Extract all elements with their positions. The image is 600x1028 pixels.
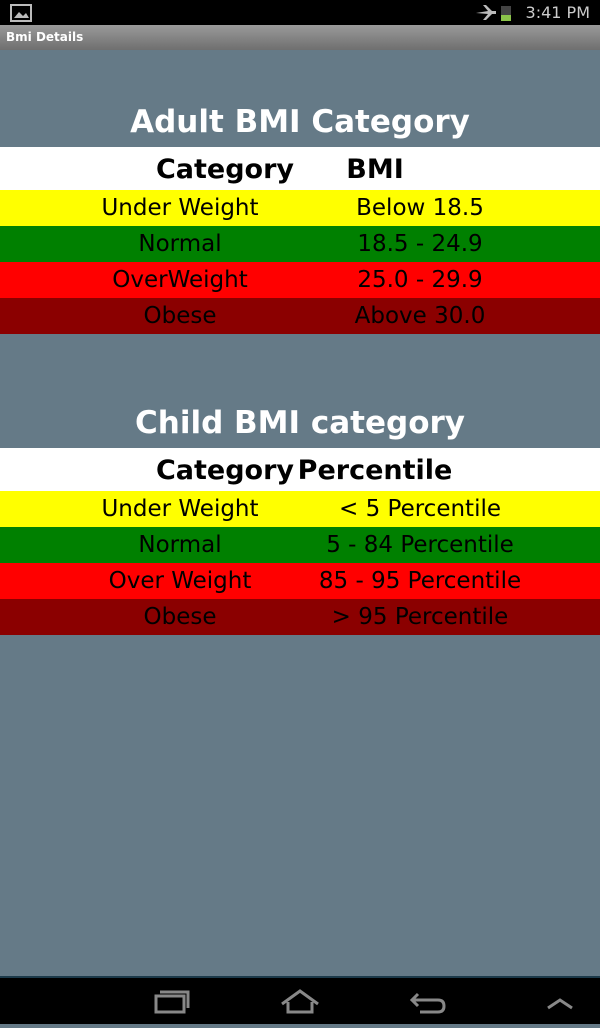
home-button[interactable] bbox=[278, 978, 322, 1024]
recent-apps-button[interactable] bbox=[149, 978, 193, 1024]
status-bar: 3:41 PM bbox=[0, 0, 600, 25]
status-icons bbox=[476, 5, 511, 21]
section-title: Adult BMI Category bbox=[130, 104, 470, 140]
table-cell: < 5 Percentile bbox=[339, 496, 501, 522]
header-cell: BMI bbox=[346, 154, 404, 185]
table-cell: > 95 Percentile bbox=[331, 604, 509, 630]
header-cell: Category bbox=[155, 154, 295, 185]
notification-icon bbox=[10, 4, 32, 22]
table-cell: Above 30.0 bbox=[354, 303, 486, 329]
table-cell: Normal bbox=[138, 532, 222, 558]
nav-icons bbox=[149, 978, 573, 1024]
table-cell: 5 - 84 Percentile bbox=[326, 532, 514, 558]
bmi-section: Adult BMI Category Category BMI Under Weigh… bbox=[0, 97, 600, 334]
table-row: Normal 18.5 - 24.9 bbox=[0, 226, 600, 262]
table-cell: Below 18.5 bbox=[356, 195, 484, 221]
app-title: Bmi Details bbox=[6, 30, 84, 44]
table-cell: Obese bbox=[143, 303, 217, 329]
table-row: OverWeight 25.0 - 29.9 bbox=[0, 262, 600, 298]
header-cell: Percentile bbox=[297, 455, 453, 486]
table-cell: 25.0 - 29.9 bbox=[357, 267, 483, 293]
table-cell: 18.5 - 24.9 bbox=[357, 231, 483, 257]
app-bar: Bmi Details bbox=[0, 25, 600, 50]
table-row: Under Weight Below 18.5 bbox=[0, 190, 600, 226]
bmi-section: Child BMI category Category Percentile Unde… bbox=[0, 398, 600, 635]
section-title: Child BMI category bbox=[135, 405, 465, 441]
header-cell: Category bbox=[155, 455, 295, 486]
navigation-bar bbox=[0, 976, 600, 1024]
table-cell: 85 - 95 Percentile bbox=[318, 568, 522, 594]
table-row: Obese Above 30.0 bbox=[0, 298, 600, 334]
back-button[interactable] bbox=[406, 978, 450, 1024]
table-row: Over Weight 85 - 95 Percentile bbox=[0, 563, 600, 599]
table-row: Under Weight < 5 Percentile bbox=[0, 491, 600, 527]
header-row: Category Percentile bbox=[0, 448, 600, 491]
table-row: Normal 5 - 84 Percentile bbox=[0, 527, 600, 563]
clock: 3:41 PM bbox=[525, 3, 590, 22]
table-cell: Under Weight bbox=[101, 496, 259, 522]
table-cell: Under Weight bbox=[101, 195, 259, 221]
table-cell: OverWeight bbox=[112, 267, 248, 293]
header-row: Category BMI bbox=[0, 147, 600, 190]
table-row: Obese > 95 Percentile bbox=[0, 599, 600, 635]
table-cell: Over Weight bbox=[108, 568, 252, 594]
table-cell: Normal bbox=[138, 231, 222, 257]
table-cell: Obese bbox=[143, 604, 217, 630]
